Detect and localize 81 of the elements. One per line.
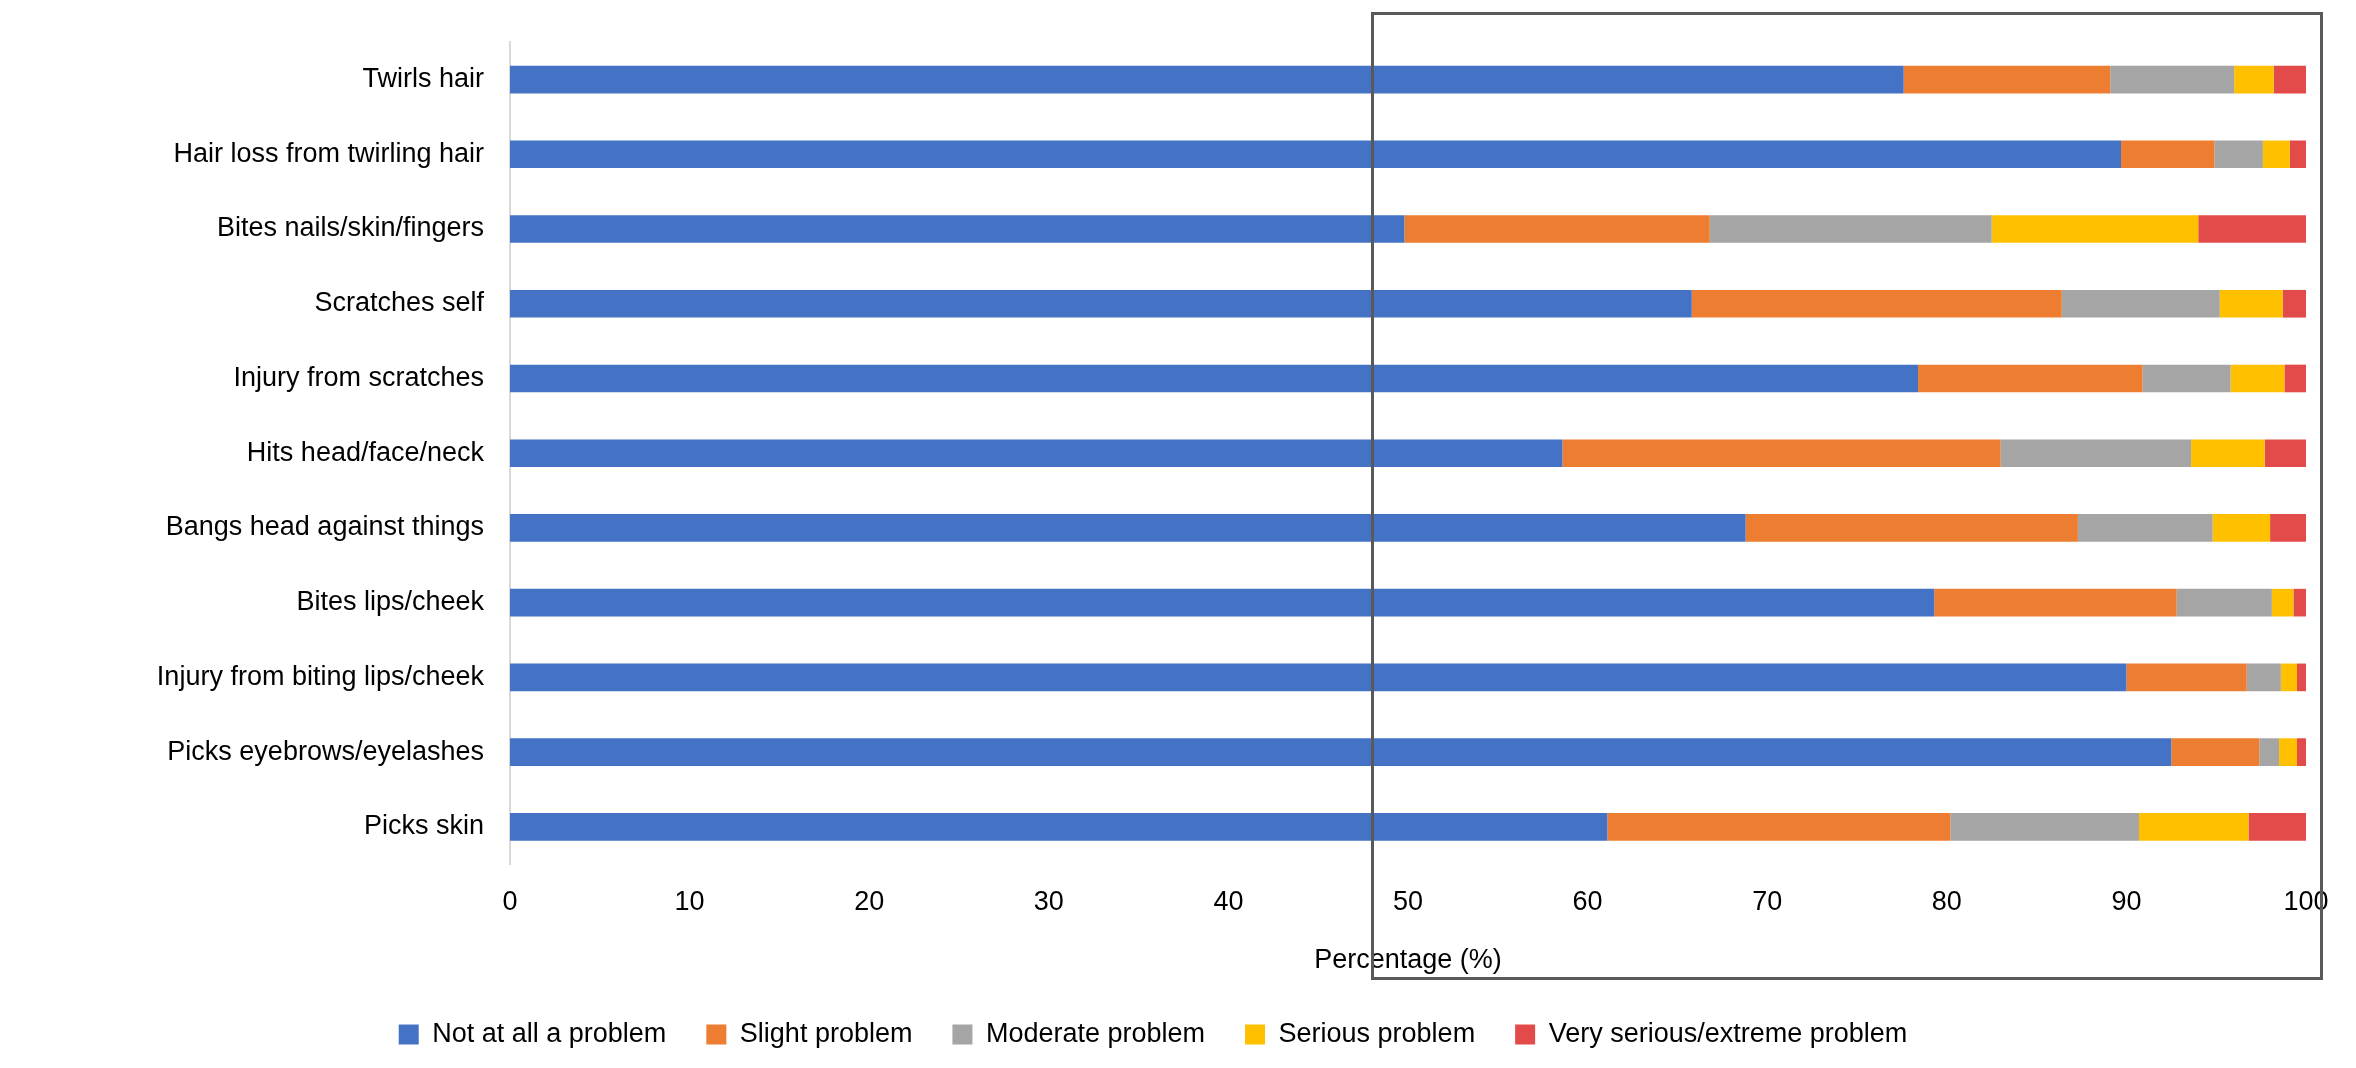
x-tick-label: 70	[1752, 885, 1783, 916]
legend-label: Serious problem	[1278, 1017, 1476, 1048]
bar	[510, 364, 1919, 393]
x-tick-label: 30	[1033, 885, 1064, 916]
y-tick-label: Injury from scratches	[233, 361, 484, 392]
bar	[2171, 738, 2260, 766]
bar	[1991, 215, 2199, 243]
y-tick-label: Picks eyebrows/eyelashes	[167, 735, 484, 766]
x-tick-label: 20	[854, 885, 885, 916]
bar	[2110, 65, 2235, 94]
bar	[1903, 65, 2111, 94]
bar	[510, 289, 1692, 318]
bar	[2198, 215, 2306, 243]
bar	[2142, 364, 2231, 393]
bar	[510, 588, 1935, 617]
bar	[510, 140, 2122, 169]
x-tick-label: 90	[2111, 885, 2142, 916]
bar	[2212, 514, 2271, 542]
bar	[2246, 663, 2281, 692]
y-tick-label: Bites nails/skin/fingers	[216, 212, 484, 243]
bar	[510, 439, 1563, 468]
bar	[2280, 663, 2298, 692]
bar	[2293, 588, 2306, 617]
y-tick-label: Scratches self	[314, 287, 485, 318]
bar	[2262, 140, 2290, 169]
x-tick-label: 80	[1931, 885, 1962, 916]
bar	[1950, 813, 2139, 841]
bar	[2270, 514, 2306, 542]
y-tick-label: Bites lips/cheek	[296, 586, 485, 617]
bar	[2176, 588, 2272, 617]
bar	[2077, 514, 2213, 542]
bar	[510, 514, 1746, 542]
bar	[2259, 738, 2280, 766]
bar	[2219, 289, 2283, 318]
x-tick-label: 10	[674, 885, 705, 916]
bar	[2138, 813, 2249, 841]
y-tick-label: Injury from biting lips/cheek	[156, 660, 485, 691]
legend-label: Very serious/extreme problem	[1548, 1017, 1908, 1048]
bar	[2273, 65, 2306, 94]
bar	[2214, 140, 2263, 169]
bar	[510, 738, 2172, 766]
bar	[510, 65, 1904, 94]
bar	[2282, 289, 2306, 318]
bar	[1691, 289, 2062, 318]
bar	[1918, 364, 2143, 393]
legend-label: Slight problem	[739, 1017, 913, 1048]
bar	[2264, 439, 2306, 468]
x-tick-label: 60	[1572, 885, 1603, 916]
bar	[2248, 813, 2306, 841]
bar	[510, 215, 1405, 243]
legend-label: Not at all a problem	[432, 1017, 667, 1048]
bar	[2297, 738, 2306, 766]
x-tick-label: 0	[502, 885, 518, 916]
y-tick-label: Hits head/face/neck	[246, 436, 485, 467]
y-tick-label: Bangs head against things	[165, 511, 484, 542]
bar	[2121, 140, 2215, 169]
y-tick-label: Twirls hair	[362, 63, 485, 94]
bar	[1404, 215, 1710, 243]
bar	[1745, 514, 2078, 542]
bar	[1562, 439, 2001, 468]
bar	[2271, 588, 2294, 617]
bar	[2230, 364, 2285, 393]
bar	[2297, 663, 2306, 692]
x-tick-label: 40	[1213, 885, 1244, 916]
bar	[2289, 140, 2306, 169]
bar	[2191, 439, 2265, 468]
y-tick-label: Hair loss from twirling hair	[173, 137, 484, 168]
legend-label: Moderate problem	[985, 1017, 1206, 1048]
bar	[2000, 439, 2192, 468]
bar	[1934, 588, 2177, 617]
bar	[1709, 215, 1992, 243]
bar	[1607, 813, 1951, 841]
bar	[2234, 65, 2274, 94]
bar	[2284, 364, 2306, 393]
x-tick-label: 50	[1392, 885, 1424, 916]
bar	[2126, 663, 2247, 692]
bar	[510, 813, 1608, 841]
y-tick-label: Picks skin	[363, 810, 484, 841]
bar	[2279, 738, 2298, 766]
bar	[2061, 289, 2220, 318]
bar	[510, 663, 2127, 692]
